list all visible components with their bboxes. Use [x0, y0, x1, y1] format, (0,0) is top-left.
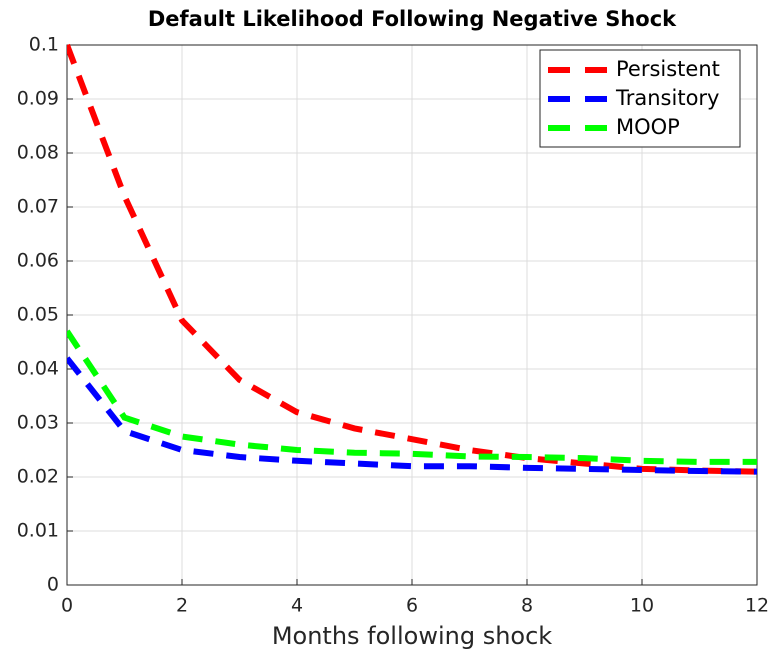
axes-box — [66, 44, 758, 586]
y-tick-label: 0.01 — [17, 520, 59, 542]
y-tick-label: 0.04 — [17, 358, 59, 380]
y-tick-label: 0.03 — [17, 412, 59, 434]
y-tick-label: 0.02 — [17, 466, 59, 488]
y-tick-label: 0.09 — [17, 88, 59, 110]
legend-label: Transitory — [615, 86, 719, 110]
y-tick-label: 0 — [47, 574, 59, 596]
x-tick-label: 12 — [745, 595, 769, 617]
x-tick-label: 8 — [521, 595, 533, 617]
legend-label: Persistent — [616, 57, 720, 81]
y-tick-label: 0.06 — [17, 250, 59, 272]
y-tick-label: 0.08 — [17, 142, 59, 164]
x-tick-label: 10 — [630, 595, 654, 617]
x-tick-label: 6 — [406, 595, 418, 617]
data-line — [67, 43, 757, 475]
y-tick-label: 0.1 — [29, 34, 59, 56]
legend-box — [539, 49, 741, 148]
y-tick-label: 0.05 — [17, 304, 59, 326]
x-tick-label: 2 — [176, 595, 188, 617]
x-tick-label: 4 — [291, 595, 303, 617]
chart-title: Default Likelihood Following Negative Sh… — [148, 7, 677, 31]
x-tick-label: 0 — [61, 595, 73, 617]
legend-label: MOOP — [616, 115, 680, 139]
x-axis-label: Months following shock — [272, 622, 552, 650]
y-tick-label: 0.07 — [17, 196, 59, 218]
